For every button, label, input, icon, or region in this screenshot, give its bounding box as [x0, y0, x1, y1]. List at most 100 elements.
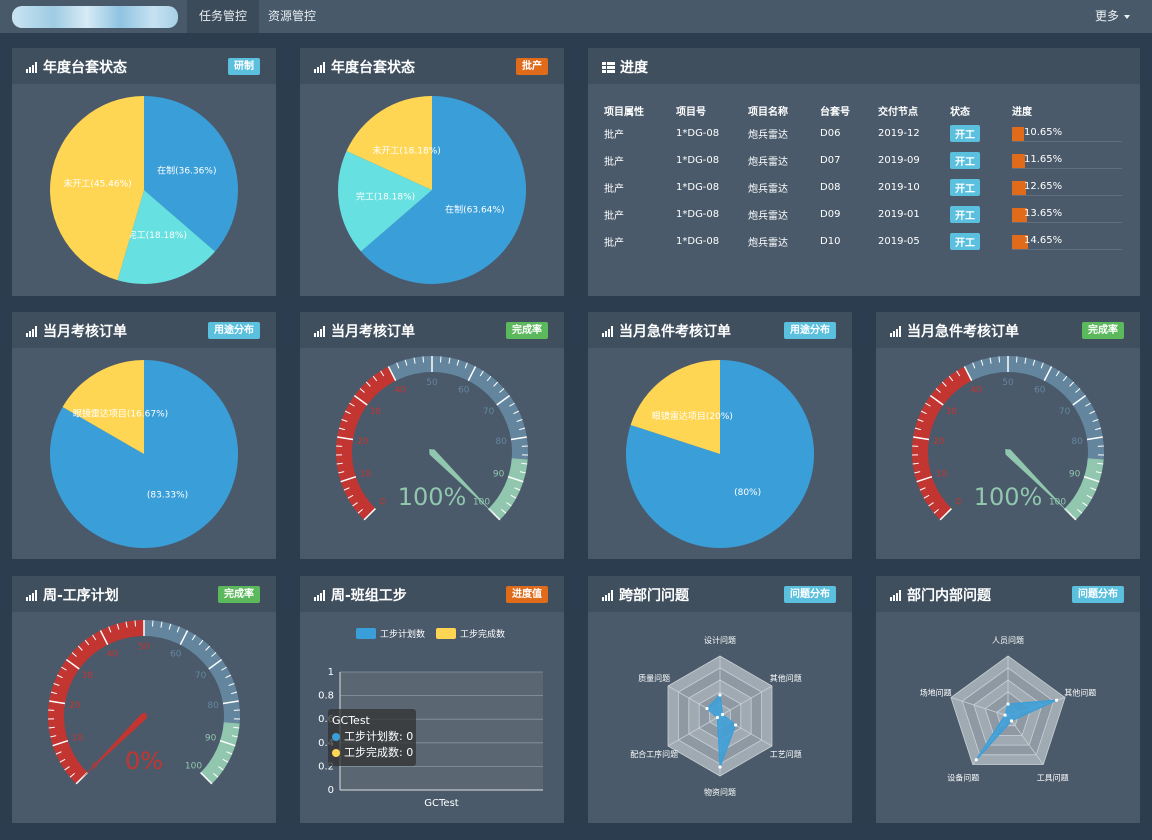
radar-axis — [1007, 715, 1044, 765]
gauge-minor-tick — [77, 645, 83, 651]
gauge-minor-tick — [125, 621, 128, 628]
table-cell: 2019-12 — [878, 128, 920, 139]
gauge-tick-label: 70 — [195, 671, 207, 681]
gauge-minor-tick — [1032, 359, 1036, 366]
status-badge[interactable]: 开工 — [950, 152, 980, 169]
badge-progress-value[interactable]: 进度值 — [506, 586, 548, 603]
table-cell: D09 — [820, 209, 841, 220]
gauge-major-tick — [219, 740, 236, 747]
gauge-minor-tick — [1077, 508, 1083, 514]
gauge-minor-tick — [221, 666, 227, 671]
badge-dev[interactable]: 研制 — [228, 58, 260, 75]
caret-down-icon — [1124, 14, 1130, 19]
panel-cross-dept-issues: 跨部门问题 问题分布 设计问题 其他问题 工艺问题 物资问题 配合工序问题 质量问题 — [588, 576, 852, 823]
gauge-minor-tick — [108, 626, 112, 633]
badge-batch[interactable]: 批产 — [516, 58, 548, 75]
progress-table: 项目属性 项目号 项目名称 台套号 交付节点 状态 进度 批产 1*DG-08 炮兵雷达 D06 2… — [604, 100, 1122, 255]
gauge-major-tick — [337, 436, 354, 441]
panel-annual-status-batch: 年度台套状态 批产 在制(63.64%) 完工(18.18%) 未开工(18.18%… — [300, 48, 564, 296]
table-cell: 2019-01 — [878, 209, 920, 220]
gauge-minor-tick — [980, 359, 984, 366]
gauge-major-tick — [387, 366, 397, 382]
radar-indicator-label: 人员问题 — [992, 636, 1024, 645]
gauge-major-tick — [1086, 436, 1103, 441]
table-row[interactable]: 批产 1*DG-08 炮兵雷达 D10 2019-05 开工 14.65% — [604, 228, 1122, 255]
table-row[interactable]: 批产 1*DG-08 炮兵雷达 D06 2019-12 开工 10.65% — [604, 120, 1122, 147]
more-menu[interactable]: 更多 — [1095, 0, 1130, 33]
status-badge[interactable]: 开工 — [950, 233, 980, 250]
gauge-tick-label: 20 — [357, 437, 369, 447]
badge-rate[interactable]: 完成率 — [1082, 322, 1124, 339]
badge-usage[interactable]: 用途分布 — [208, 322, 260, 339]
gauge-tick-label: 60 — [1034, 386, 1046, 396]
signal-bars-icon — [26, 589, 39, 601]
radar-indicator-label: 设计问题 — [704, 635, 736, 645]
app-logo[interactable] — [12, 6, 178, 28]
gauge-minor-tick — [357, 508, 363, 514]
panel-title: 当月考核订单 — [43, 324, 127, 340]
gauge-minor-tick — [349, 402, 355, 407]
gauge-minor-tick — [343, 487, 350, 491]
tooltip-line-done: 工步完成数: 0 — [332, 745, 413, 761]
gauge-minor-tick — [1062, 375, 1068, 382]
gauge-tick-label: 50 — [1002, 378, 1014, 388]
gauge-band — [964, 356, 1104, 460]
gauge-minor-tick — [205, 645, 211, 651]
table-row[interactable]: 批产 1*DG-08 炮兵雷达 D09 2019-01 开工 13.65% — [604, 201, 1122, 228]
badge-issue-dist[interactable]: 问题分布 — [784, 586, 836, 603]
gauge-tick-label: 90 — [493, 470, 505, 480]
gauge-minor-tick — [359, 388, 365, 393]
gauge-major-tick — [208, 658, 223, 670]
table-cell: 12.65% — [1012, 174, 1122, 201]
gauge-minor-tick — [218, 766, 224, 771]
gauge-tick-label: 20 — [69, 701, 81, 711]
gauge-minor-tick — [55, 751, 62, 755]
panel-weekly-process-plan: 周-工序计划 完成率 0 10 20 30 40 50 60 70 80 90 100 0% — [12, 576, 276, 823]
table-cell: 1*DG-08 — [676, 155, 720, 166]
badge-issue-dist[interactable]: 问题分布 — [1072, 586, 1124, 603]
status-badge[interactable]: 开工 — [950, 179, 980, 196]
status-badge[interactable]: 开工 — [950, 125, 980, 142]
gauge-minor-tick — [222, 758, 229, 763]
gauge-minor-tick — [380, 370, 385, 377]
table-cell: 炮兵雷达 — [748, 184, 788, 195]
gauge-minor-tick — [336, 462, 343, 465]
gauge-minor-tick — [493, 381, 499, 387]
gauge-minor-tick — [213, 772, 219, 778]
status-badge[interactable]: 开工 — [950, 206, 980, 223]
gauge-minor-tick — [923, 494, 930, 499]
gauge-minor-tick — [338, 427, 345, 431]
panel-progress: 进度 项目属性 项目号 项目名称 台套号 交付节点 状态 进度 批产 1*DG-08 炮兵雷达 D… — [588, 48, 1140, 296]
gauge-minor-tick — [912, 462, 919, 465]
gauge-minor-tick — [116, 623, 120, 630]
gauge-minor-tick — [71, 652, 77, 657]
gauge-minor-tick — [1097, 462, 1104, 465]
tab-task-control[interactable]: 任务管控 — [187, 0, 260, 33]
panel-title: 周-班组工步 — [331, 588, 407, 604]
gauge-major-tick — [1043, 366, 1053, 382]
signal-bars-icon — [602, 589, 615, 601]
gauge-major-tick — [939, 508, 952, 521]
progress-bar: 14.65% — [1012, 233, 1122, 250]
gauge-minor-tick — [521, 462, 528, 465]
radar-point — [718, 765, 722, 769]
gauge-major-tick — [200, 772, 213, 785]
radar-axis — [667, 715, 721, 747]
gauge-minor-tick — [1069, 381, 1075, 387]
radar-indicator-label: 设备问题 — [947, 773, 979, 783]
gauge-needle — [1005, 449, 1071, 515]
gauge-major-tick — [916, 476, 933, 483]
table-row[interactable]: 批产 1*DG-08 炮兵雷达 D08 2019-10 开工 12.65% — [604, 174, 1122, 201]
badge-usage[interactable]: 用途分布 — [784, 322, 836, 339]
series-dot-icon — [332, 749, 340, 757]
gauge-minor-tick — [1024, 357, 1027, 364]
gauge-minor-tick — [1095, 427, 1102, 431]
table-row[interactable]: 批产 1*DG-08 炮兵雷达 D07 2019-09 开工 11.65% — [604, 147, 1122, 174]
badge-rate[interactable]: 完成率 — [506, 322, 548, 339]
gauge-major-tick — [65, 658, 80, 670]
gauge-minor-tick — [479, 370, 484, 377]
tab-resource-control[interactable]: 资源管控 — [268, 9, 317, 23]
badge-rate[interactable]: 完成率 — [218, 586, 260, 603]
pie-slice — [338, 150, 432, 252]
gauge-minor-tick — [1040, 362, 1044, 369]
